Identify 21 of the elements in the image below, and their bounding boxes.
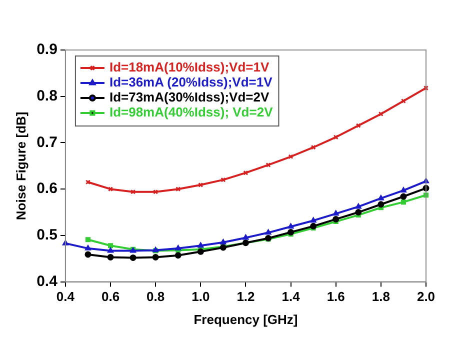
legend-label: Id=36mA (20%Idss);Vd=1V (109, 74, 273, 90)
x-tick-label: 1.4 (282, 289, 301, 304)
x-axis-title: Frequency [GHz] (194, 312, 298, 327)
legend-label: Id=98mA(40%Idss); Vd=2V (109, 104, 274, 120)
y-tick-label: 0.9 (36, 41, 58, 58)
x-tick-label: 0.4 (56, 289, 76, 304)
x-tick-label: 1.2 (236, 289, 255, 304)
x-tick-label: 0.8 (146, 289, 165, 304)
y-tick-label: 0.6 (36, 180, 58, 198)
y-tick-label: 0.5 (36, 226, 58, 244)
x-tick-label: 1.0 (192, 289, 210, 304)
legend-label: Id=18mA(10%Idss);Vd=1V (109, 60, 270, 75)
x-tick-label: 1.8 (372, 289, 390, 304)
y-tick-label: 0.4 (36, 272, 58, 290)
y-tick-label: 0.7 (36, 134, 58, 151)
legend-label: Id=73mA(30%Idss);Vd=2V (109, 90, 270, 105)
x-tick-label: 0.6 (101, 289, 120, 304)
y-axis-title: Noise Figure [dB] (13, 112, 28, 220)
y-tick-label: 0.8 (36, 88, 58, 104)
x-tick-label: 2.0 (416, 289, 436, 304)
x-tick-label: 1.6 (326, 289, 345, 304)
